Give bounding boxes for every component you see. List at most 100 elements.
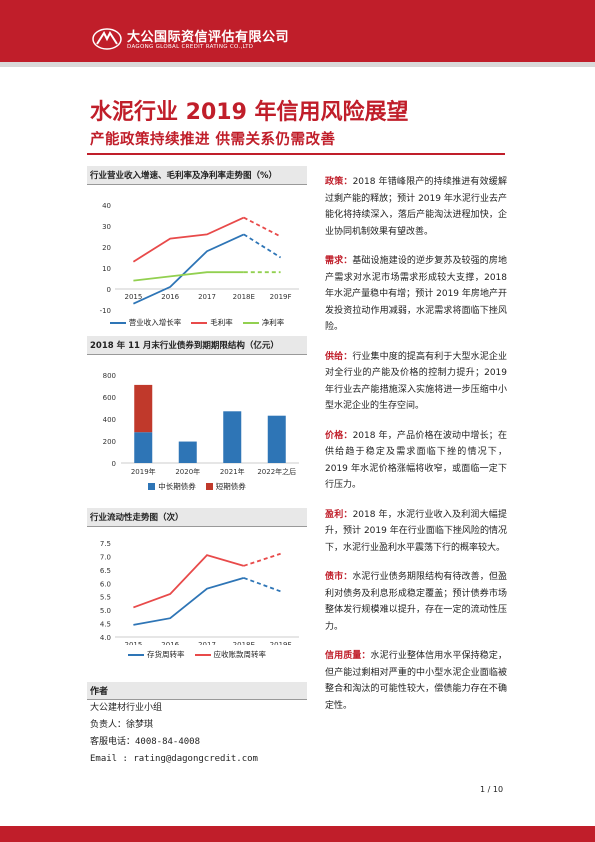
x-tick-label: 2018E [233,641,255,645]
para-keyword: 供给： [325,351,353,362]
x-tick-label: 2016 [161,293,179,301]
title-rule [87,153,505,155]
x-tick-label: 2017 [198,293,216,301]
series-line [133,554,245,609]
legend-label: 净利率 [261,318,285,327]
brand-name: 大公国际资信评估有限公司 [127,30,290,45]
y-tick-label: 30 [102,223,111,231]
x-tick-label: 2017 [198,641,216,645]
legend-label: 营业收入增长率 [128,318,182,327]
para-keyword: 政策： [325,177,353,187]
legend-item: 存货周转率 [128,649,185,660]
legend-item: 营业收入增长率 [109,317,182,328]
legend-item: 短期债券 [205,481,246,492]
legend-label: 应收账款周转率 [213,650,267,659]
legend-item: 毛利率 [191,317,233,328]
page-number: 1 / 10 [480,785,504,794]
bar [178,441,197,463]
y-tick-label: 200 [103,438,116,446]
legend-label: 毛利率 [210,318,233,327]
para-price: 价格：2018 年，产品价格在波动中增长；在供给趋于稳定及需求面临下挫的情况下，… [325,428,507,494]
chart2: 0 200 400 600 800 2019年 2020年 2021年 2022年之后 [103,372,299,476]
logo-icon [92,28,122,50]
para-text: 2018 年，水泥行业收入及利润大幅提升，预计 2019 年在行业面临下挫风险的… [325,509,507,553]
chart3-legend: 存货周转率 应收账款周转率 [87,649,307,660]
header-divider [0,62,595,67]
x-tick-label: 2015 [124,293,142,301]
series-line [133,271,244,282]
author-email: Email : rating@dagongcredit.com [90,754,258,764]
para-keyword: 信用质量： [325,651,371,661]
bar [223,411,242,463]
series-line-forecast [243,577,281,593]
chart1: -10 0 10 20 30 40 2015 2016 2017 2018E 2019F [100,202,299,315]
y-tick-label: 0 [112,460,116,468]
series-line [133,233,245,305]
x-tick-label: 2022年之后 [257,467,296,476]
author-team: 大公建材行业小组 [90,703,163,713]
chart3-heading: 行业流动性走势图（次） [87,508,307,527]
para-keyword: 债市： [325,572,353,582]
brand-name-en: DAGONG GLOBAL CREDIT RATING CO.,LTD [127,44,254,50]
series-line-forecast [243,233,282,259]
x-tick-label: 2015 [124,641,142,645]
y-tick-label: 5.0 [100,607,111,615]
legend-label: 存货周转率 [147,650,185,659]
para-text: 水泥行业债务期限结构有待改善，但盈利对债务及利息形成稳定覆盖；预计债券市场整体发… [325,572,507,632]
legend-label: 短期债券 [215,482,246,491]
para-policy: 政策：2018 年错峰限产的持续推进有效缓解过剩产能的释放；预计 2019 年水… [325,174,507,240]
y-tick-label: 7.5 [100,540,111,548]
y-tick-label: 10 [102,265,111,273]
author-block: 大公建材行业小组 负责人：徐梦琪 客服电话：4008-84-4008 Email… [90,700,258,768]
para-keyword: 需求： [325,256,353,266]
para-profit: 盈利：2018 年，水泥行业收入及利润大幅提升，预计 2019 年在行业面临下挫… [325,507,507,557]
series-line [132,216,245,263]
x-tick-label: 2019年 [131,467,156,476]
y-tick-label: 0 [107,286,111,294]
chart3: 4.0 4.5 5.0 5.5 6.0 6.5 7.0 7.5 2015 2016 2017 2018… [100,540,299,649]
author-heading: 作者 [87,682,307,700]
y-tick-label: 6.0 [100,580,111,588]
x-tick-label: 2019F [270,641,292,645]
para-supply: 供给：行业集中度的提高有利于大型水泥企业对全行业的产能及价格的控制力提升；201… [325,349,507,415]
y-tick-label: -10 [100,307,111,315]
y-tick-label: 5.5 [100,594,111,602]
para-keyword: 价格： [325,430,353,441]
author-lead: 负责人：徐梦琪 [90,720,154,730]
para-demand: 需求：基础设施建设的逆步复苏及较强的房地产需求对水泥市场需求形成较大支撑，201… [325,253,507,336]
series-line [133,577,245,626]
right-column: 政策：2018 年错峰限产的持续推进有效缓解过剩产能的释放；预计 2019 年水… [325,174,507,727]
para-text: 2018 年，产品价格在波动中增长；在供给趋于稳定及需求面临下挫的情况下，201… [325,430,507,491]
page-subtitle: 产能政策持续推进 供需关系仍需改善 [90,132,336,148]
y-tick-label: 4.0 [100,634,111,642]
y-tick-label: 7.0 [100,553,111,561]
y-tick-label: 600 [103,394,116,402]
bar [267,415,286,463]
footer-band [0,826,595,842]
y-tick-label: 4.5 [100,621,111,629]
chart2-heading: 2018 年 11 月末行业债券到期期限结构（亿元） [87,336,307,355]
x-tick-label: 2019F [270,293,292,301]
para-bond: 债市：水泥行业债务期限结构有待改善，但盈利对债务及利息形成稳定覆盖；预计债券市场… [325,569,507,635]
para-text: 水泥行业整体信用水平保持稳定，但产能过剩相对严重的中小型水泥企业面临被整合和淘汰… [325,651,507,711]
legend-item: 净利率 [242,317,285,328]
series-line-forecast [243,216,282,238]
bar [134,432,153,463]
x-tick-label: 2020年 [175,467,200,476]
y-tick-label: 40 [102,202,111,210]
y-tick-label: 800 [103,372,116,380]
para-text: 行业集中度的提高有利于大型水泥企业对全行业的产能及价格的控制力提升；2019 年… [325,351,507,412]
legend-item: 应收账款周转率 [194,649,267,660]
chart2-legend: 中长期债券 短期债券 [87,481,307,492]
para-text: 基础设施建设的逆步复苏及较强的房地产需求对水泥市场需求形成较大支撑，2018 年… [325,256,507,332]
x-tick-label: 2016 [161,641,179,645]
series-line-forecast [243,552,281,567]
chart1-legend: 营业收入增长率 毛利率 净利率 [87,317,307,328]
y-tick-label: 6.5 [100,567,111,575]
left-column: 行业营业收入增速、毛利率及净利率走势图（%） -10 0 10 20 30 40 2015 2… [87,166,307,660]
page-title: 水泥行业 2019 年信用风险展望 [90,100,409,125]
x-tick-label: 2018E [233,293,255,301]
legend-label: 中长期债券 [158,482,196,491]
y-tick-label: 400 [103,416,116,424]
legend-item: 中长期债券 [148,481,196,492]
